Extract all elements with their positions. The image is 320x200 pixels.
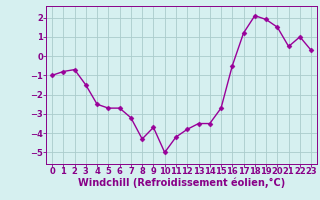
X-axis label: Windchill (Refroidissement éolien,°C): Windchill (Refroidissement éolien,°C): [78, 178, 285, 188]
